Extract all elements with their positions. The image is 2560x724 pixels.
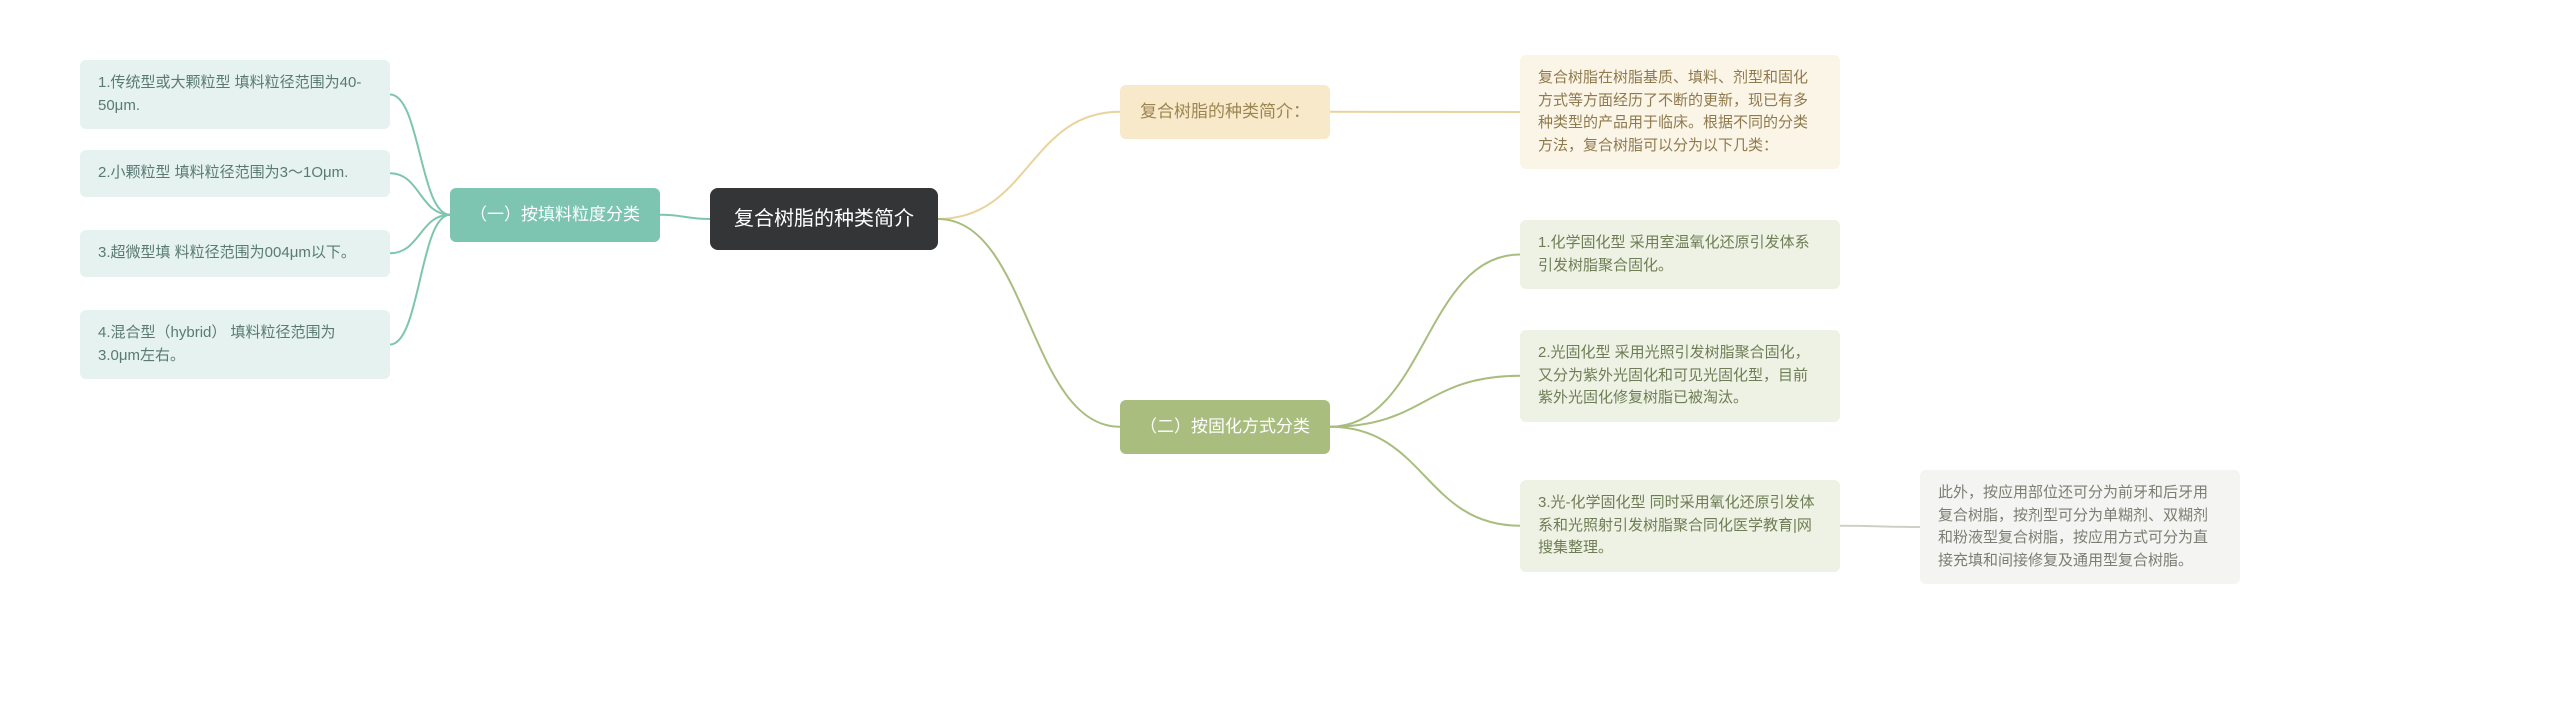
right2-leaf-3: 3.光-化学固化型 同时采用氧化还原引发体系和光照射引发树脂聚合同化医学教育|网… (1520, 480, 1840, 572)
right2-leaf-2: 2.光固化型 采用光照引发树脂聚合固化，又分为紫外光固化和可见光固化型，目前紫外… (1520, 330, 1840, 422)
extra-leaf: 此外，按应用部位还可分为前牙和后牙用复合树脂，按剂型可分为单糊剂、双糊剂和粉液型… (1920, 470, 2240, 584)
left-leaf-2: 2.小颗粒型 填料粒径范围为3～1Oμm. (80, 150, 390, 197)
left-branch: （一）按填料粒度分类 (450, 188, 660, 242)
right-branch-1: 复合树脂的种类简介： (1120, 85, 1330, 139)
left-leaf-4: 4.混合型（hybrid） 填料粒径范围为3.0μm左右。 (80, 310, 390, 379)
left-leaf-3: 3.超微型填 料粒径范围为004μm以下。 (80, 230, 390, 277)
right-branch-2: （二）按固化方式分类 (1120, 400, 1330, 454)
right1-leaf: 复合树脂在树脂基质、填料、剂型和固化方式等方面经历了不断的更新，现已有多种类型的… (1520, 55, 1840, 169)
left-leaf-1: 1.传统型或大颗粒型 填料粒径范围为40-50μm. (80, 60, 390, 129)
root-node: 复合树脂的种类简介 (710, 188, 938, 250)
right2-leaf-1: 1.化学固化型 采用室温氧化还原引发体系引发树脂聚合固化。 (1520, 220, 1840, 289)
